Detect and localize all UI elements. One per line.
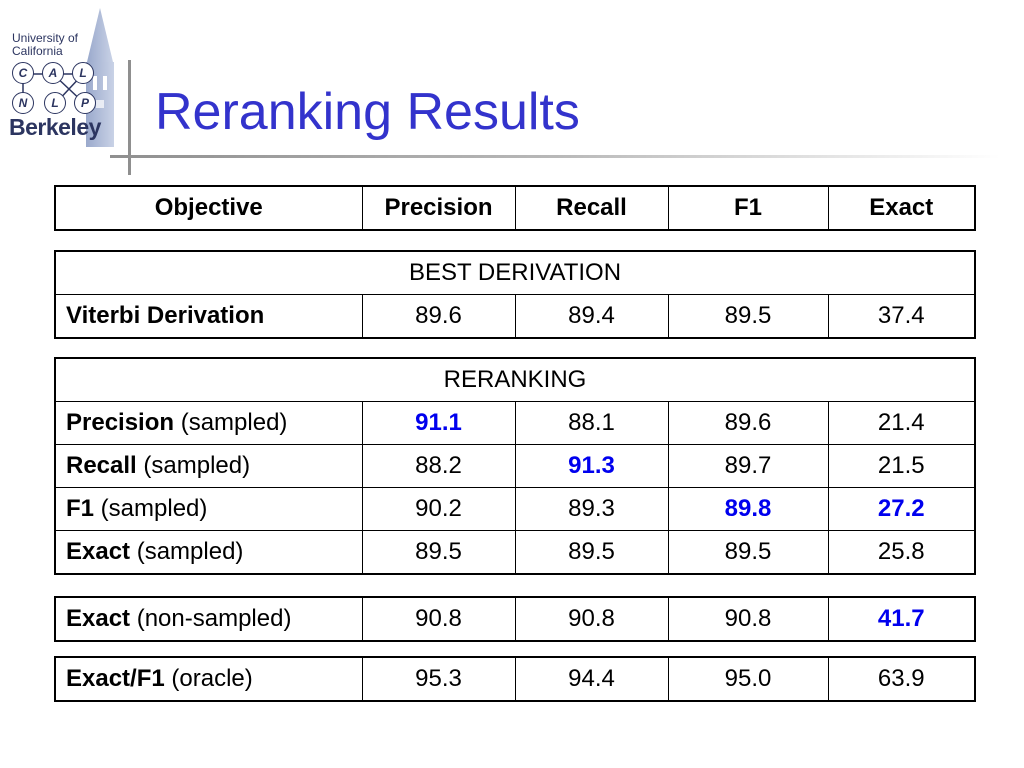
title-horizontal-rule bbox=[110, 155, 1000, 158]
header-precision: Precision bbox=[361, 185, 516, 231]
reranking-table: RERANKING Precision (sampled) 91.1 88.1 … bbox=[54, 357, 976, 575]
cell-f1: 95.0 bbox=[667, 656, 829, 702]
cell-precision: 89.6 bbox=[361, 294, 516, 339]
cell-exact: 41.7 bbox=[827, 596, 976, 642]
table-row: Exact/F1 (oracle) 95.3 94.4 95.0 63.9 bbox=[54, 656, 976, 702]
logo-letter-c: C bbox=[12, 62, 34, 84]
logo-berkeley-wordmark: Berkeley bbox=[9, 114, 101, 140]
header-f1: F1 bbox=[667, 185, 829, 231]
cell-exact: 37.4 bbox=[827, 294, 976, 339]
slide-title: Reranking Results bbox=[155, 83, 580, 141]
logo-letter-l-top: L bbox=[72, 62, 94, 84]
header-row: Objective Precision Recall F1 Exact bbox=[54, 185, 976, 231]
cell-exact: 25.8 bbox=[827, 530, 976, 575]
table-row: Recall (sampled) 88.2 91.3 89.7 21.5 bbox=[54, 444, 976, 488]
cell-recall: 91.3 bbox=[514, 444, 669, 488]
row-label-rest: (sampled) bbox=[136, 452, 251, 479]
oracle-table: Exact/F1 (oracle) 95.3 94.4 95.0 63.9 bbox=[54, 656, 976, 702]
cell-precision: 88.2 bbox=[361, 444, 516, 488]
row-label-bold: Exact bbox=[66, 538, 131, 565]
table-row: Precision (sampled) 91.1 88.1 89.6 21.4 bbox=[54, 401, 976, 445]
row-label-bold: Precision bbox=[66, 409, 175, 436]
row-label-bold: Viterbi Derivation bbox=[66, 302, 265, 329]
cell-exact: 21.4 bbox=[827, 401, 976, 445]
cell-f1: 89.6 bbox=[667, 401, 829, 445]
cell-f1: 90.8 bbox=[667, 596, 829, 642]
row-label: Exact (non-sampled) bbox=[54, 596, 363, 642]
logo-university-text: University of bbox=[12, 31, 79, 45]
logo-letter-p: P bbox=[74, 92, 96, 114]
cell-precision: 90.2 bbox=[361, 487, 516, 531]
row-label-rest: (sampled) bbox=[130, 538, 244, 565]
cell-precision: 90.8 bbox=[361, 596, 516, 642]
header-exact: Exact bbox=[827, 185, 976, 231]
row-label-rest: (sampled) bbox=[94, 495, 208, 522]
cell-recall: 89.3 bbox=[514, 487, 669, 531]
cell-exact: 27.2 bbox=[827, 487, 976, 531]
section-row: RERANKING bbox=[54, 357, 976, 402]
row-label-rest: (sampled) bbox=[174, 409, 288, 436]
cell-f1: 89.5 bbox=[667, 530, 829, 575]
uc-berkeley-logo: University of California C A L N L P Ber… bbox=[0, 0, 135, 160]
cell-f1: 89.5 bbox=[667, 294, 829, 339]
header-objective: Objective bbox=[54, 185, 363, 231]
cell-exact: 21.5 bbox=[827, 444, 976, 488]
title-vertical-rule bbox=[128, 60, 131, 175]
logo-letter-l-bottom: L bbox=[44, 92, 66, 114]
logo-letter-a: A bbox=[42, 62, 64, 84]
header-recall: Recall bbox=[514, 185, 669, 231]
logo-letter-n: N bbox=[12, 92, 34, 114]
row-label-bold: Exact bbox=[66, 605, 131, 632]
header-table: Objective Precision Recall F1 Exact bbox=[54, 185, 976, 231]
reranking-label: RERANKING bbox=[54, 357, 976, 402]
cell-precision: 95.3 bbox=[361, 656, 516, 702]
logo-california-text: California bbox=[12, 44, 63, 58]
cell-f1: 89.7 bbox=[667, 444, 829, 488]
cell-recall: 94.4 bbox=[514, 656, 669, 702]
cell-f1: 89.8 bbox=[667, 487, 829, 531]
row-label-rest: (oracle) bbox=[164, 665, 253, 692]
row-label-bold: Recall bbox=[66, 452, 137, 479]
cell-recall: 89.4 bbox=[514, 294, 669, 339]
cell-recall: 89.5 bbox=[514, 530, 669, 575]
cell-exact: 63.9 bbox=[827, 656, 976, 702]
best-derivation-table: BEST DERIVATION Viterbi Derivation 89.6 … bbox=[54, 250, 977, 339]
row-label-bold: F1 bbox=[66, 495, 95, 522]
cell-precision: 89.5 bbox=[361, 530, 516, 575]
row-label: Recall (sampled) bbox=[54, 444, 363, 488]
row-label: Precision (sampled) bbox=[54, 401, 363, 445]
table-row: Viterbi Derivation 89.6 89.4 89.5 37.4 bbox=[54, 294, 976, 339]
row-label-bold: Exact/F1 bbox=[66, 665, 165, 692]
non-sampled-table: Exact (non-sampled) 90.8 90.8 90.8 41.7 bbox=[54, 596, 976, 642]
row-label: Exact (sampled) bbox=[54, 530, 363, 575]
row-label: Exact/F1 (oracle) bbox=[54, 656, 363, 702]
best-derivation-label: BEST DERIVATION bbox=[54, 250, 976, 295]
table-row: F1 (sampled) 90.2 89.3 89.8 27.2 bbox=[54, 487, 976, 531]
cell-recall: 88.1 bbox=[514, 401, 669, 445]
row-label: Viterbi Derivation bbox=[54, 294, 363, 339]
row-label-rest: (non-sampled) bbox=[130, 605, 292, 632]
table-row: Exact (sampled) 89.5 89.5 89.5 25.8 bbox=[54, 530, 976, 575]
row-label: F1 (sampled) bbox=[54, 487, 363, 531]
cell-precision: 91.1 bbox=[361, 401, 516, 445]
table-row: Exact (non-sampled) 90.8 90.8 90.8 41.7 bbox=[54, 596, 976, 642]
section-row: BEST DERIVATION bbox=[54, 250, 976, 295]
cell-recall: 90.8 bbox=[514, 596, 669, 642]
